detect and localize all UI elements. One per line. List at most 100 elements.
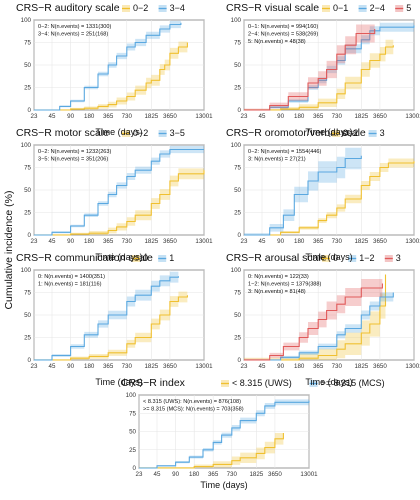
x-tick-label: 365 (103, 113, 114, 120)
series-line (244, 155, 362, 236)
y-tick-label: 50 (234, 62, 241, 69)
y-tick-label: 100 (126, 392, 137, 399)
legend-label: 0−2 (133, 3, 148, 13)
panel-title: CRS−R motor scale (16, 127, 109, 139)
y-tick-label: 0 (28, 107, 32, 114)
x-tick-label: 730 (332, 363, 343, 370)
x-tick-label: 45 (259, 238, 266, 245)
x-tick-label: 365 (208, 471, 219, 478)
x-tick-label: 3650 (163, 113, 177, 120)
annotation-text: 3: N(n.events) = 27(21) (248, 157, 306, 163)
y-tick-label: 100 (231, 267, 242, 274)
x-tick-label: 90 (67, 363, 74, 370)
panel-title: CRS−R arousal scale (226, 252, 327, 264)
chart-panel-3: CRS−R motor scale 0−2 3−5 0 25 50 75 100 23 45 90 1… (16, 127, 213, 245)
panel-title: CRS−R auditory scale (16, 2, 120, 14)
x-tick-label: 3650 (373, 363, 387, 370)
panel-title: CRS−R oromotor/verbal scale (226, 127, 366, 139)
y-tick-label: 0 (238, 107, 242, 114)
legend-item: 0−2 (122, 3, 148, 13)
legend-item: 3−5 (158, 128, 185, 138)
x-tick-label: 13001 (405, 238, 420, 245)
legend-item: 0 (322, 253, 338, 263)
x-axis-label: Time (days) (95, 252, 142, 262)
x-tick-label: 23 (241, 113, 248, 120)
x-tick-label: 13001 (195, 113, 213, 120)
confidence-band (139, 397, 309, 468)
y-tick-label: 100 (231, 142, 242, 149)
series-line (244, 45, 394, 111)
annotation-text: 5: N(n.events) = 48(38) (248, 39, 306, 45)
legend-item: 0−2 (122, 128, 148, 138)
series-line (139, 400, 310, 469)
x-tick-label: 730 (122, 238, 133, 245)
annotation-text: 3−5: N(n.events) = 351(206) (38, 157, 108, 163)
annotation-text: 3−4: N(n.events) = 251(168) (38, 32, 108, 38)
y-tick-label: 25 (129, 447, 136, 454)
series-line (34, 42, 188, 111)
confidence-band (244, 145, 362, 235)
x-tick-label: 90 (67, 113, 74, 120)
y-tick-label: 25 (234, 335, 241, 342)
x-tick-label: 23 (241, 363, 248, 370)
panel-title: CRS−R communication scale (16, 252, 153, 264)
confidence-band (34, 164, 204, 235)
legend-item: 0 (132, 253, 148, 263)
annotation-text: 1−2: N(n.events) = 1379(388) (248, 282, 322, 288)
y-tick-label: 50 (24, 312, 31, 319)
y-tick-label: 75 (24, 40, 31, 47)
series-line (244, 29, 376, 111)
x-tick-label: 90 (67, 238, 74, 245)
confidence-band (244, 270, 386, 360)
legend-item: 3 (384, 253, 401, 263)
legend-label: >= 8.315 (MCS) (321, 378, 385, 388)
annotation-text: 1: N(n.events) = 181(116) (38, 282, 102, 288)
x-tick-label: 3650 (163, 238, 177, 245)
series-line (34, 170, 205, 236)
x-tick-label: 90 (172, 471, 179, 478)
x-tick-label: 13001 (300, 471, 318, 478)
x-axis-label: Time (days) (305, 377, 352, 387)
legend-label: 1−2 (359, 253, 374, 263)
y-tick-label: 75 (129, 410, 136, 417)
panel-title: CRS−R index (121, 377, 186, 389)
legend-label: 1 (169, 253, 174, 263)
y-tick-label: 50 (129, 429, 136, 436)
y-tick-label: 0 (238, 357, 242, 364)
x-tick-label: 1825 (144, 113, 158, 120)
x-tick-label: 90 (277, 113, 284, 120)
x-tick-label: 23 (136, 471, 143, 478)
legend-label: 5 (406, 3, 411, 13)
y-tick-label: 0 (28, 357, 32, 364)
x-tick-label: 45 (49, 363, 56, 370)
legend-item: 1 (158, 253, 174, 263)
y-tick-label: 100 (231, 17, 242, 24)
y-tick-label: 25 (24, 335, 31, 342)
y-tick-label: 0 (238, 232, 242, 239)
x-tick-label: 730 (122, 363, 133, 370)
x-tick-label: 180 (294, 363, 305, 370)
legend-label: < 8.315 (UWS) (232, 378, 292, 388)
x-axis-label: Time (days) (95, 127, 142, 137)
x-tick-label: 365 (103, 363, 114, 370)
x-tick-label: 45 (49, 113, 56, 120)
annotation-text: 0: N(n.events) = 1400(351) (38, 274, 105, 280)
y-tick-label: 25 (24, 85, 31, 92)
x-tick-label: 730 (227, 471, 238, 478)
series-line (34, 276, 179, 361)
y-tick-label: 50 (24, 62, 31, 69)
annotation-text: 0−2: N(n.events) = 1232(263) (38, 149, 112, 155)
annotation-text: 0: N(n.events) = 122(33) (248, 274, 309, 280)
series-line (139, 433, 284, 469)
legend-item: 3 (368, 128, 385, 138)
confidence-band (244, 20, 414, 110)
x-tick-label: 180 (294, 238, 305, 245)
chart-panel-1: CRS−R auditory scale 0−2 3−4 0 25 50 75 100 23 45… (16, 2, 213, 120)
legend-label: 0−2 (343, 128, 358, 138)
confidence-band (244, 38, 394, 110)
legend-item: 0−2 (332, 128, 358, 138)
x-tick-label: 13001 (195, 363, 213, 370)
